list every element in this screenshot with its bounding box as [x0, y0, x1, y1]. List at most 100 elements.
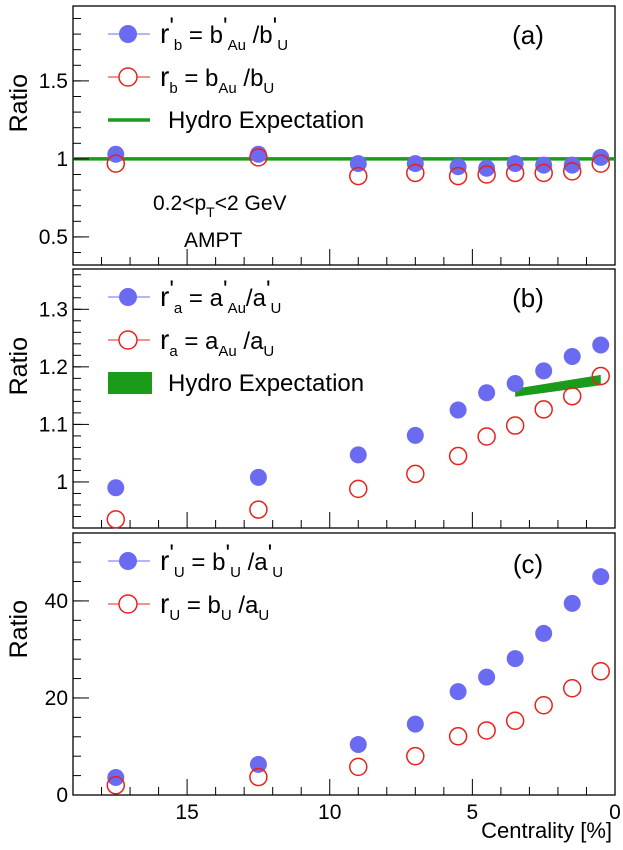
- legend-prime: ': [223, 13, 228, 40]
- legend-prime: ': [223, 276, 228, 303]
- panel-b-ylabel: Ratio: [5, 337, 33, 395]
- legend-entry: Hydro Expectation: [168, 107, 364, 134]
- panel-c-ytick-label: 40: [45, 590, 68, 613]
- panel-b-point-filled: [478, 384, 496, 402]
- panel-c-point-filled: [406, 715, 424, 733]
- panel-b-point-open: [448, 446, 468, 466]
- legend-subscript: U: [272, 564, 283, 581]
- panel-b-point-open: [505, 416, 525, 435]
- panel-b-ytick-label: 1.2: [39, 356, 68, 379]
- panel-b-point-open: [106, 510, 126, 529]
- legend-prime: ': [169, 13, 174, 40]
- panel-b-point-open: [249, 500, 268, 519]
- legend-equals: = b: [180, 592, 221, 619]
- panel-a-point-open: [448, 166, 468, 186]
- legend-entry: r'b = b'Au /b'U: [160, 13, 288, 54]
- legend-subscript: U: [221, 607, 232, 624]
- panel-c-point-open: [349, 757, 368, 777]
- panel-a-point-open: [106, 154, 126, 173]
- panel-b-point-filled: [449, 401, 467, 419]
- legend-subscript: Au: [218, 80, 236, 97]
- legend-subscript: b: [174, 37, 182, 54]
- panel-b-point-filled: [107, 479, 125, 497]
- legend-divider: /a: [237, 328, 264, 355]
- legend-divider: /b: [237, 65, 264, 92]
- x-axis-label: Centrality [%]: [481, 818, 612, 843]
- panel-c-frame: [72, 532, 616, 796]
- panel-a-point-open: [591, 154, 610, 173]
- legend-entry: r'a = a'Au/a'U: [160, 276, 281, 317]
- panel-a-ylabel: Ratio: [5, 74, 33, 132]
- legend-subscript: b: [169, 80, 177, 97]
- panel-c-ytick-label: 20: [45, 687, 68, 710]
- legend-symbol: r: [160, 281, 169, 312]
- panel-b-point-filled: [563, 347, 581, 365]
- panel-b-point-open: [349, 479, 368, 499]
- legend-subscript: U: [263, 80, 274, 97]
- legend-equals: = b: [185, 549, 226, 576]
- legend-prime: ': [225, 540, 230, 567]
- panel-c-point-open: [562, 679, 582, 698]
- panel-c-points: [106, 568, 610, 795]
- panel-a-point-open: [406, 163, 425, 183]
- panel-b-ytick-label: 1: [56, 471, 68, 494]
- panel-b: 11.11.21.3 Ratio (b) r'a = a'Au/a'Ura = …: [5, 268, 616, 529]
- panel-c-point-open: [505, 711, 525, 731]
- panel-b-point-open: [477, 427, 496, 446]
- legend-subscript: Au: [228, 300, 246, 317]
- legend-marker-filled: [119, 288, 137, 306]
- legend-subscript: U: [169, 607, 180, 624]
- panel-a-label: (a): [512, 20, 544, 50]
- panel-c-label: (c): [513, 549, 543, 579]
- panel-b-point-filled: [535, 362, 553, 380]
- panel-c-point-filled: [592, 568, 610, 586]
- panel-b-ytick-label: 1.1: [39, 413, 68, 436]
- panel-a-annotation: 0.2<pT<2 GeV AMPT: [153, 192, 287, 252]
- legend-symbol: r: [160, 545, 169, 576]
- panel-a-point-open: [534, 163, 553, 183]
- legend-marker-open: [118, 67, 138, 87]
- legend-subscript: Au: [218, 343, 236, 360]
- legend-equals: = a: [178, 328, 219, 355]
- panel-a-point-filled: [107, 145, 125, 163]
- panel-a-point-open: [505, 163, 525, 183]
- panel-c-legend: r'U = b'U /a'UrU = bU /aU: [108, 540, 283, 624]
- annotation-pt-main: 0.2<p: [153, 192, 206, 215]
- legend-divider: /a: [232, 592, 259, 619]
- panel-a-point-filled: [478, 159, 496, 177]
- panel-b-point-filled: [349, 446, 367, 464]
- panel-b-ytick-label: 1.3: [39, 298, 68, 321]
- panel-a-points: [106, 145, 610, 186]
- legend-subscript: U: [174, 564, 185, 581]
- panel-a-point-open: [349, 166, 368, 186]
- panel-a-ytick-label: 1: [56, 148, 68, 171]
- panel-a-point-open: [562, 162, 582, 181]
- legend-prime: ': [273, 13, 278, 40]
- panel-c-point-open: [477, 721, 496, 740]
- panel-c-point-open: [534, 695, 553, 715]
- legend-subscript: U: [230, 564, 241, 581]
- legend-marker-open: [118, 330, 138, 350]
- legend-subscript: U: [277, 37, 288, 54]
- x-tick-label: 10: [318, 801, 341, 824]
- annotation-model: AMPT: [184, 229, 243, 252]
- panel-a-ticks: 0.5 1 1.5: [39, 17, 616, 265]
- x-tick-label: 15: [175, 801, 198, 824]
- legend-prime: ': [169, 540, 174, 567]
- legend-entry: r'U = b'U /a'U: [160, 540, 283, 581]
- legend-subscript: U: [271, 300, 282, 317]
- panel-c-ticks: 0 20 40: [45, 542, 616, 807]
- panel-a-point-filled: [406, 155, 424, 173]
- panel-b-point-filled: [406, 426, 424, 444]
- x-tick-label: 0: [609, 801, 621, 824]
- panel-a-point-filled: [563, 156, 581, 174]
- annotation-pt-sub: T: [206, 204, 215, 220]
- panel-c-point-open: [249, 767, 268, 787]
- panel-a-point-filled: [349, 155, 367, 173]
- legend-subscript: U: [263, 343, 274, 360]
- panel-a-point-filled: [449, 158, 467, 176]
- legend-hydro-band: [108, 372, 152, 394]
